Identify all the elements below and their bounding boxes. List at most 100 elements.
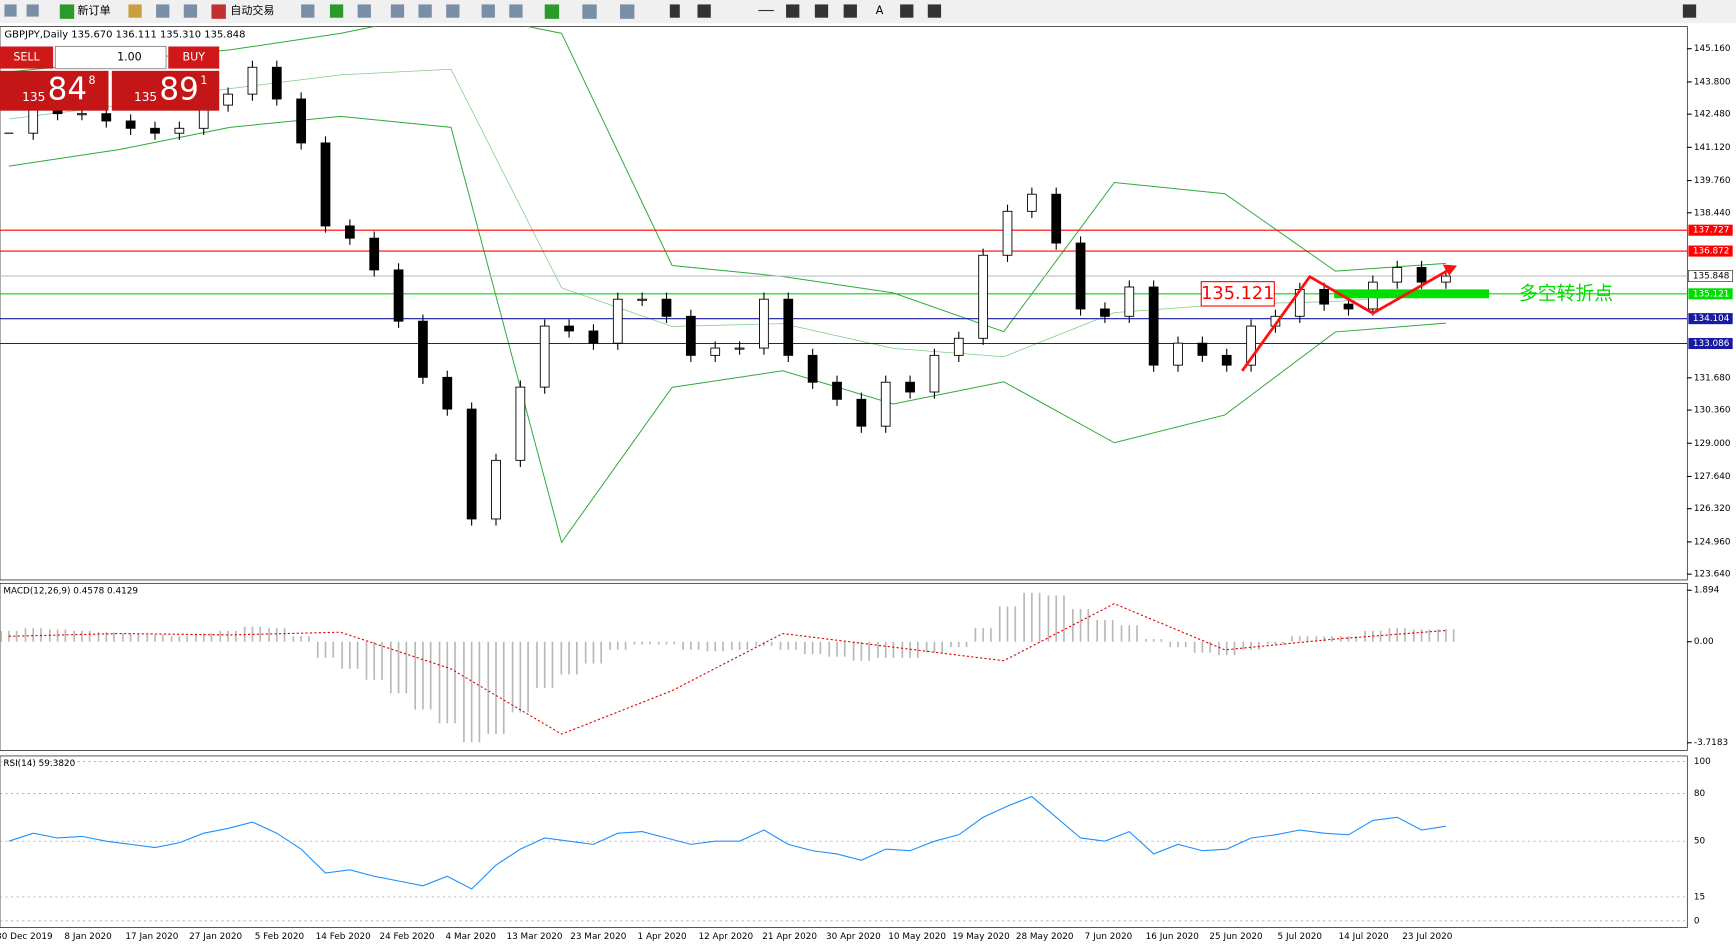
arrow-head bbox=[1442, 264, 1457, 276]
annotation-price: 135.121 bbox=[1201, 284, 1274, 304]
bollinger-lower bbox=[8, 115, 1446, 544]
candle-body bbox=[296, 98, 307, 144]
candle-body bbox=[344, 225, 355, 239]
candle-body bbox=[442, 376, 453, 410]
candle-body bbox=[978, 254, 989, 339]
y-tick-label: 138.440 bbox=[1694, 208, 1731, 218]
candle-body bbox=[150, 127, 160, 134]
candle-body bbox=[1002, 210, 1013, 256]
candle-body bbox=[223, 93, 233, 106]
toolbar-button[interactable]: 自动交易 bbox=[230, 3, 274, 17]
candle-body bbox=[1392, 267, 1403, 283]
price-level-tag bbox=[1688, 270, 1733, 282]
annotation-box bbox=[1200, 281, 1275, 307]
candle-body bbox=[612, 298, 623, 344]
x-tick-label: 23 Jul 2020 bbox=[1402, 932, 1452, 942]
candle-body bbox=[1319, 289, 1330, 305]
main-chart-frame bbox=[0, 26, 1688, 581]
candle-body bbox=[369, 237, 380, 271]
candle-body bbox=[1124, 286, 1135, 317]
x-tick-label: 10 May 2020 bbox=[888, 932, 946, 942]
x-tick-label: 4 Mar 2020 bbox=[446, 932, 497, 942]
y-tick-label: 100 bbox=[1694, 757, 1711, 767]
candle-body bbox=[953, 337, 964, 356]
candle-body bbox=[247, 66, 258, 95]
x-tick-label: 14 Jul 2020 bbox=[1339, 932, 1389, 942]
text-tool[interactable]: A bbox=[876, 4, 884, 17]
candle-body bbox=[77, 113, 87, 116]
chart-title: GBPJPY,Daily 135.670 136.111 135.310 135… bbox=[4, 29, 245, 40]
lot-field[interactable] bbox=[54, 45, 167, 70]
candle-body bbox=[1441, 275, 1451, 283]
candle-body bbox=[710, 347, 721, 356]
candle-body bbox=[393, 269, 404, 322]
y-tick-label: 142.480 bbox=[1694, 110, 1731, 120]
candle-body bbox=[759, 298, 769, 349]
y-tick-label: 126.320 bbox=[1694, 504, 1731, 514]
price-level-label: 136.872 bbox=[1693, 247, 1730, 257]
rsi-line bbox=[8, 795, 1447, 890]
candle-body bbox=[1051, 193, 1062, 244]
x-tick-label: 1 Apr 2020 bbox=[638, 932, 687, 942]
sell-price-box[interactable] bbox=[0, 70, 109, 111]
x-tick-label: 5 Feb 2020 bbox=[255, 932, 305, 942]
candle-body bbox=[783, 298, 794, 356]
x-tick-label: 12 Apr 2020 bbox=[698, 932, 753, 942]
indicator-title: RSI(14) 59.3820 bbox=[3, 759, 75, 769]
price-level-label: 137.727 bbox=[1693, 226, 1730, 236]
toolbar-button[interactable]: 新订单 bbox=[78, 3, 111, 17]
y-tick-label: 123.640 bbox=[1694, 570, 1731, 580]
x-tick-label: 13 Mar 2020 bbox=[506, 932, 562, 942]
y-tick-label: 0 bbox=[1694, 916, 1700, 926]
annotation-label: 多空转折点 bbox=[1519, 282, 1613, 304]
y-tick-label: 124.960 bbox=[1694, 537, 1731, 547]
annotation-arrow bbox=[1241, 266, 1454, 372]
y-tick-label: 129.000 bbox=[1694, 439, 1731, 449]
candle-body bbox=[1100, 308, 1110, 317]
candle-body bbox=[101, 113, 112, 122]
y-tick-label: 130.360 bbox=[1694, 406, 1731, 416]
trade-panel: SELL 1.00 BUY 135 84 8 135 89 1 bbox=[0, 45, 220, 111]
buy-price-box[interactable] bbox=[111, 70, 220, 111]
candle-body bbox=[880, 381, 891, 427]
y-tick-label: 80 bbox=[1694, 789, 1706, 799]
candle-body bbox=[856, 398, 867, 427]
y-tick-label: 139.760 bbox=[1694, 176, 1731, 186]
price-level-label: 135.848 bbox=[1693, 272, 1730, 282]
x-tick-label: 30 Dec 2019 bbox=[0, 932, 53, 942]
x-tick-label: 24 Feb 2020 bbox=[379, 932, 434, 942]
x-tick-label: 14 Feb 2020 bbox=[316, 932, 371, 942]
x-tick-label: 8 Jan 2020 bbox=[64, 932, 112, 942]
price-level-label: 135.121 bbox=[1693, 289, 1730, 299]
price-big: 89 bbox=[159, 71, 198, 107]
y-tick-label: -3.7183 bbox=[1694, 738, 1728, 748]
x-tick-label: 21 Apr 2020 bbox=[762, 932, 817, 942]
buy-button[interactable] bbox=[168, 46, 220, 69]
y-tick-label: 143.800 bbox=[1694, 77, 1731, 87]
sell-button[interactable] bbox=[0, 46, 54, 69]
x-tick-label: 23 Mar 2020 bbox=[570, 932, 626, 942]
y-tick-label: 0.00 bbox=[1694, 637, 1714, 647]
y-tick-label: 127.640 bbox=[1694, 472, 1731, 482]
x-tick-label: 16 Jun 2020 bbox=[1146, 932, 1200, 942]
candle-body bbox=[685, 315, 696, 356]
price-big: 84 bbox=[48, 71, 87, 107]
candle-body bbox=[807, 354, 818, 383]
price-sup: 8 bbox=[89, 74, 96, 87]
price-level-label: 133.086 bbox=[1693, 339, 1730, 349]
buy-label[interactable]: BUY bbox=[183, 51, 206, 64]
sell-label[interactable]: SELL bbox=[13, 51, 40, 64]
candle-body bbox=[1173, 342, 1183, 366]
candle-body bbox=[515, 386, 526, 461]
x-tick-label: 19 May 2020 bbox=[952, 932, 1010, 942]
lot-value[interactable]: 1.00 bbox=[117, 51, 142, 64]
candle-body bbox=[832, 381, 842, 400]
x-tick-label: 28 May 2020 bbox=[1016, 932, 1074, 942]
y-tick-label: 131.680 bbox=[1694, 373, 1731, 383]
price-level-label: 134.104 bbox=[1693, 314, 1730, 324]
indicator-title: MACD(12,26,9) 0.4578 0.4129 bbox=[3, 587, 138, 597]
bollinger-upper bbox=[8, 26, 1446, 333]
candle-body bbox=[1197, 342, 1208, 356]
